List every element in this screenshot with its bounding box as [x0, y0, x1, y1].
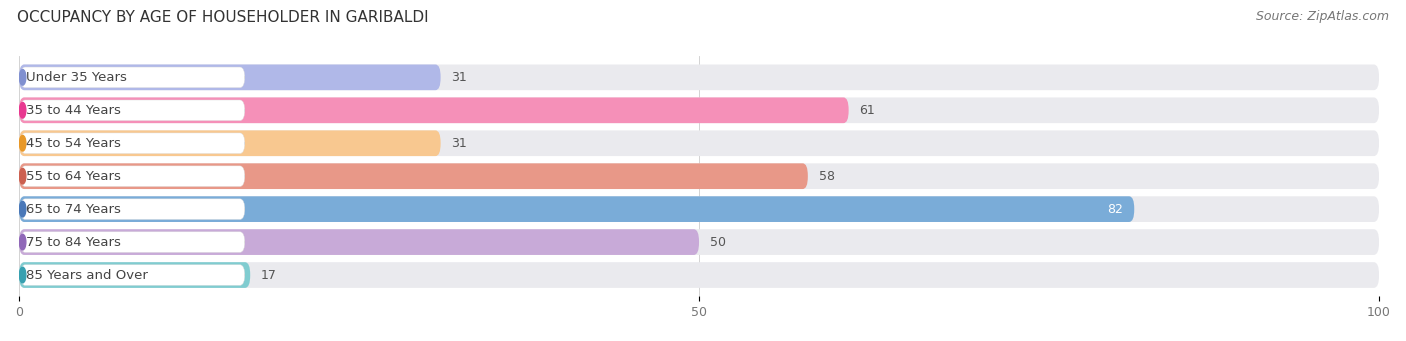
FancyBboxPatch shape: [20, 163, 1379, 189]
FancyBboxPatch shape: [20, 64, 440, 90]
Text: 75 to 84 Years: 75 to 84 Years: [25, 236, 121, 249]
FancyBboxPatch shape: [20, 133, 245, 153]
Text: 50: 50: [710, 236, 725, 249]
Circle shape: [20, 201, 25, 217]
FancyBboxPatch shape: [20, 64, 1379, 90]
Circle shape: [20, 70, 25, 85]
Circle shape: [20, 234, 25, 250]
FancyBboxPatch shape: [20, 100, 245, 121]
Text: 61: 61: [859, 104, 876, 117]
FancyBboxPatch shape: [20, 262, 1379, 288]
Circle shape: [20, 267, 25, 283]
FancyBboxPatch shape: [20, 265, 245, 285]
Circle shape: [20, 103, 25, 118]
Text: 45 to 54 Years: 45 to 54 Years: [25, 137, 121, 150]
Text: 85 Years and Over: 85 Years and Over: [25, 269, 148, 282]
FancyBboxPatch shape: [20, 98, 849, 123]
Text: Under 35 Years: Under 35 Years: [25, 71, 127, 84]
FancyBboxPatch shape: [20, 163, 808, 189]
Circle shape: [20, 168, 25, 184]
FancyBboxPatch shape: [20, 166, 245, 187]
Text: OCCUPANCY BY AGE OF HOUSEHOLDER IN GARIBALDI: OCCUPANCY BY AGE OF HOUSEHOLDER IN GARIB…: [17, 10, 429, 25]
Text: 35 to 44 Years: 35 to 44 Years: [25, 104, 121, 117]
FancyBboxPatch shape: [20, 229, 699, 255]
FancyBboxPatch shape: [20, 98, 1379, 123]
FancyBboxPatch shape: [20, 67, 245, 88]
Text: 82: 82: [1108, 203, 1123, 216]
Text: 17: 17: [262, 269, 277, 282]
Text: Source: ZipAtlas.com: Source: ZipAtlas.com: [1256, 10, 1389, 23]
FancyBboxPatch shape: [20, 196, 1135, 222]
Text: 65 to 74 Years: 65 to 74 Years: [25, 203, 121, 216]
Circle shape: [20, 135, 25, 151]
FancyBboxPatch shape: [20, 130, 440, 156]
Text: 31: 31: [451, 137, 467, 150]
FancyBboxPatch shape: [20, 262, 250, 288]
FancyBboxPatch shape: [20, 199, 245, 219]
FancyBboxPatch shape: [20, 196, 1379, 222]
Text: 58: 58: [818, 170, 835, 183]
Text: 55 to 64 Years: 55 to 64 Years: [25, 170, 121, 183]
FancyBboxPatch shape: [20, 232, 245, 252]
FancyBboxPatch shape: [20, 229, 1379, 255]
Text: 31: 31: [451, 71, 467, 84]
FancyBboxPatch shape: [20, 130, 1379, 156]
